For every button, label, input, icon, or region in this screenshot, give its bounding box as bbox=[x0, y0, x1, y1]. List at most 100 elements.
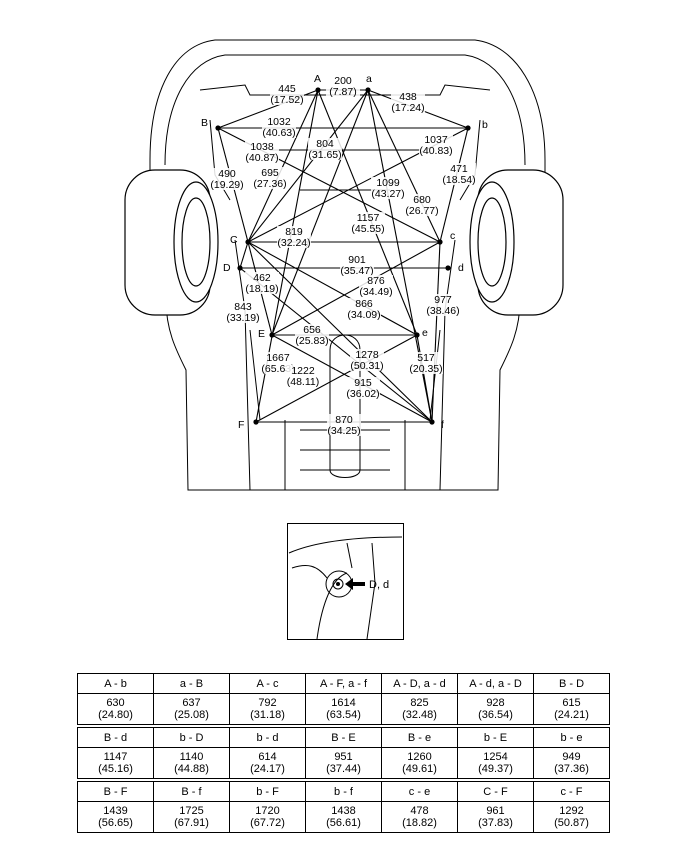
value-mm: 1147 bbox=[103, 751, 128, 763]
dimension-label-bg bbox=[346, 377, 380, 399]
dimension-in-a-E: (45.55) bbox=[351, 223, 384, 235]
table-value-cell: 1720 (67.72) bbox=[229, 801, 306, 833]
dimension-in-a-b: (17.24) bbox=[391, 102, 424, 114]
dimension-mm-c-f: 977 bbox=[434, 294, 452, 306]
dimension-in-C-e: (34.09) bbox=[347, 309, 380, 321]
dimension-mm-C-e: 866 bbox=[355, 298, 373, 310]
dimension-in-C-E: (18.19) bbox=[245, 283, 278, 295]
dimension-label-bg bbox=[350, 349, 384, 371]
measuring-point-c bbox=[437, 239, 443, 245]
dimension-mm-F-f: 870 bbox=[335, 414, 353, 426]
table-value-row: 1439 (56.65) 1725 (67.91) 1720 (67.72) 1438 (56… bbox=[77, 801, 610, 833]
dimension-in-a-c: (26.77) bbox=[405, 205, 438, 217]
dimension-in-b-C: (40.83) bbox=[419, 145, 452, 157]
dimension-mm-a-E: 1157 bbox=[357, 212, 380, 224]
dimension-mm-A-e: 1099 bbox=[376, 177, 400, 189]
table-value-cell: 1254 (49.37) bbox=[457, 747, 534, 779]
dimension-in-a-C: (31.65) bbox=[308, 149, 341, 161]
dimension-in-e-F: (48.11) bbox=[287, 376, 320, 388]
dimension-in-D-d: (35.47) bbox=[340, 265, 373, 277]
dimension-label-bg bbox=[326, 75, 360, 97]
point-label-d: d bbox=[458, 262, 464, 274]
dimension-line-e-F bbox=[255, 334, 418, 423]
table-header-cell: A - F, a - f bbox=[305, 673, 382, 694]
dimension-mm-e-F: 1222 bbox=[291, 365, 315, 377]
dimension-mm-c-E: 876 bbox=[367, 275, 385, 287]
value-in: (67.72) bbox=[250, 817, 285, 829]
dimension-mm-C-f: 1667 bbox=[266, 352, 290, 364]
right-tire bbox=[469, 169, 564, 316]
detail-view: D, d bbox=[287, 523, 404, 640]
dimension-line-A-C bbox=[247, 89, 319, 243]
dimension-in-D-f: (36.02) bbox=[346, 388, 379, 400]
dimension-label-bg bbox=[426, 294, 460, 316]
dimension-in-B-c: (40.87) bbox=[245, 152, 278, 164]
measuring-point-e bbox=[414, 332, 420, 338]
dimension-label-bg bbox=[442, 163, 476, 185]
table-header-cell: c - F bbox=[533, 781, 610, 802]
dimension-mm-a-b: 438 bbox=[399, 91, 417, 103]
value-mm: 630 bbox=[106, 697, 125, 709]
table-header-cell: b - D bbox=[153, 727, 230, 748]
measuring-point-D bbox=[237, 265, 243, 271]
table-value-cell: 1438 (56.61) bbox=[305, 801, 382, 833]
table-header-cell: B - e bbox=[381, 727, 458, 748]
dimension-label-bg bbox=[405, 194, 439, 216]
value-in: (32.48) bbox=[402, 709, 437, 721]
table-header-cell: b - E bbox=[457, 727, 534, 748]
table-value-cell: 1140 (44.88) bbox=[153, 747, 230, 779]
dimension-mm-A-C: 695 bbox=[261, 167, 279, 179]
dimension-line-a-c bbox=[367, 89, 441, 243]
dimension-mm-C-D: 843 bbox=[234, 301, 252, 313]
dimension-in-b-c: (18.54) bbox=[442, 174, 475, 186]
arrow-icon bbox=[345, 578, 365, 590]
dimension-mm-e-f: 517 bbox=[417, 352, 435, 364]
table-value-cell: 1147 (45.16) bbox=[77, 747, 154, 779]
dimension-mm-a-C: 804 bbox=[316, 138, 334, 150]
table-header-cell: A - b bbox=[77, 673, 154, 694]
point-label-C: C bbox=[230, 234, 238, 246]
dimension-mm-B-b: 1032 bbox=[267, 116, 291, 128]
value-mm: 951 bbox=[334, 751, 353, 763]
table-value-row: 1147 (45.16) 1140 (44.88) 614 (24.17) 951 (37.4… bbox=[77, 747, 610, 779]
dimension-label-bg bbox=[371, 177, 405, 199]
dimension-label-bg bbox=[359, 275, 393, 297]
table-header-cell: b - d bbox=[229, 727, 306, 748]
dimension-label-bg bbox=[262, 116, 296, 138]
value-in: (37.36) bbox=[554, 763, 589, 775]
table-header-cell: A - D, a - d bbox=[381, 673, 458, 694]
value-in: (49.37) bbox=[478, 763, 513, 775]
dimension-in-A-a: (7.87) bbox=[329, 86, 356, 98]
value-mm: 637 bbox=[182, 697, 201, 709]
dimension-labels: 445(17.52) 200(7.87) 438(17.24) 1032(40.63)… bbox=[210, 75, 476, 437]
table-value-cell: 478 (18.82) bbox=[381, 801, 458, 833]
table-value-cell: 1614 (63.54) bbox=[305, 693, 382, 725]
dimension-in-E-e: (25.83) bbox=[295, 335, 328, 347]
value-in: (56.65) bbox=[98, 817, 133, 829]
value-mm: 792 bbox=[258, 697, 277, 709]
value-in: (25.08) bbox=[174, 709, 209, 721]
dimension-line-C-e bbox=[247, 241, 418, 336]
dimension-label-bg bbox=[253, 167, 287, 189]
dimension-label-bg bbox=[340, 254, 374, 276]
dimension-line-C-D bbox=[239, 241, 249, 269]
point-label-E: E bbox=[258, 328, 265, 340]
table-value-cell: 1439 (56.65) bbox=[77, 801, 154, 833]
dimension-label-bg bbox=[245, 141, 279, 163]
table-header-cell: c - e bbox=[381, 781, 458, 802]
table-value-cell: 1725 (67.91) bbox=[153, 801, 230, 833]
value-in: (37.83) bbox=[478, 817, 513, 829]
dimension-mm-B-c: 1038 bbox=[250, 141, 274, 153]
value-in: (50.87) bbox=[554, 817, 589, 829]
dimension-line-c-E bbox=[271, 241, 441, 336]
point-label-a: a bbox=[366, 73, 372, 85]
table-value-cell: 961 (37.83) bbox=[457, 801, 534, 833]
value-in: (45.16) bbox=[98, 763, 133, 775]
dimension-in-c-E: (34.49) bbox=[359, 286, 392, 298]
table-header-cell: b - e bbox=[533, 727, 610, 748]
table-header-cell: A - c bbox=[229, 673, 306, 694]
table-header-cell: a - B bbox=[153, 673, 230, 694]
dimension-in-A-B: (17.52) bbox=[270, 94, 303, 106]
dimension-label-bg bbox=[270, 83, 304, 105]
